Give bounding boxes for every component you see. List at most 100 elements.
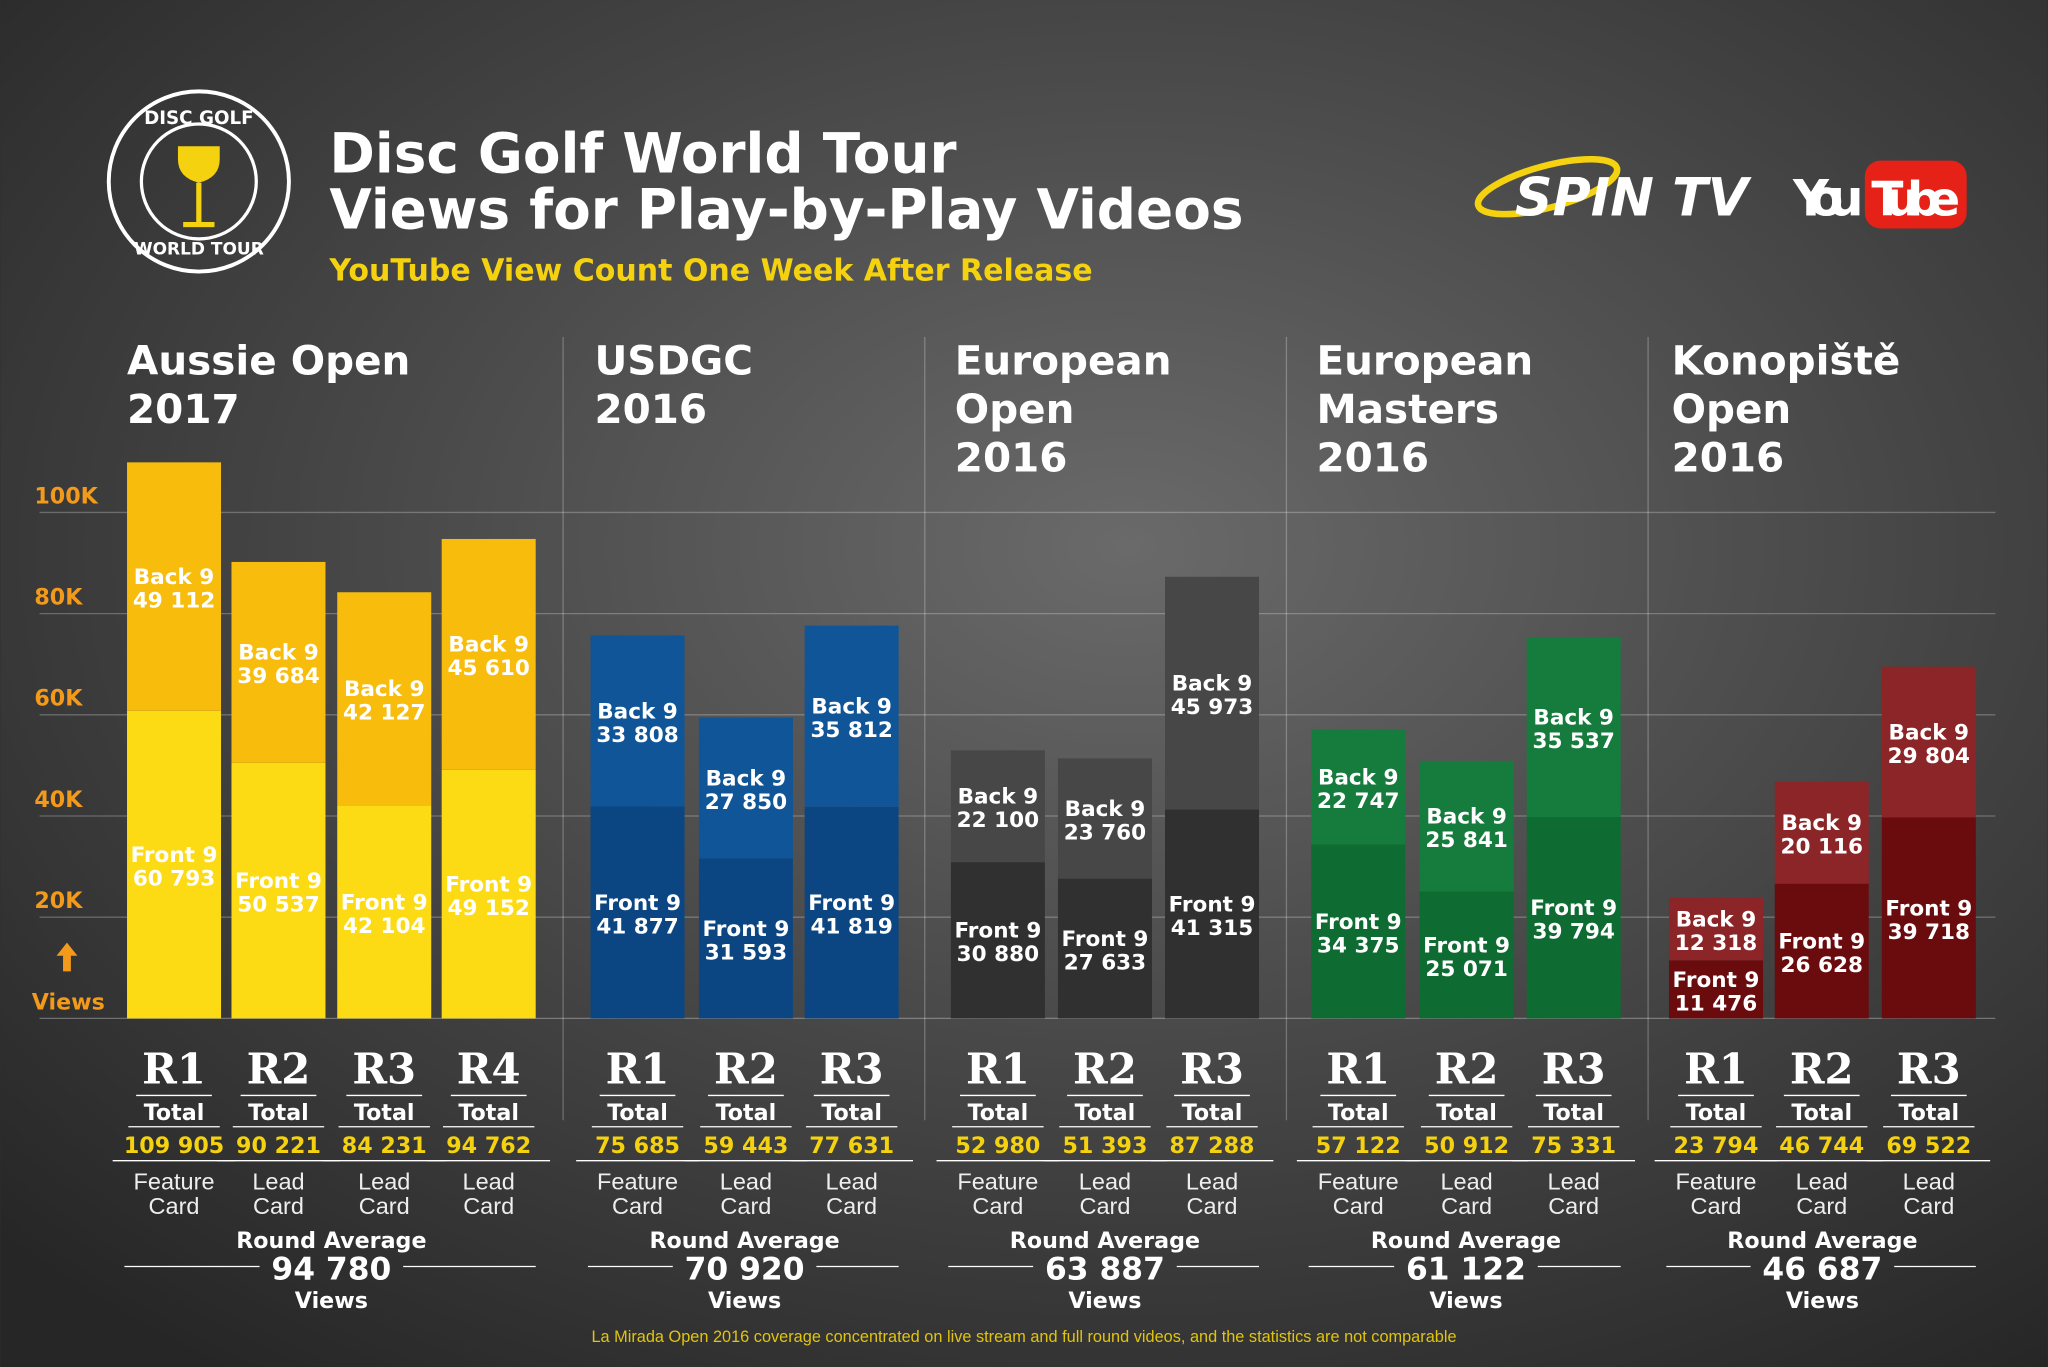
logo-text-top: DISC GOLF	[144, 108, 254, 129]
total-label: Total	[1686, 1100, 1747, 1126]
card-type: Lead	[1440, 1168, 1492, 1194]
card-type: Lead	[1796, 1168, 1848, 1194]
round-average-label: Round Average	[1371, 1228, 1561, 1254]
bar-front9	[231, 762, 326, 1019]
front9-value: 30 880	[957, 942, 1039, 967]
back9-label: Back 9	[1889, 720, 1970, 745]
round-average-label: Round Average	[236, 1228, 426, 1254]
y-tick-label: 60K	[34, 686, 83, 712]
y-tick-label: 80K	[34, 585, 83, 611]
total-label: Total	[1898, 1100, 1959, 1126]
arrow-up-icon	[56, 942, 78, 972]
total-value: 94 762	[446, 1133, 531, 1159]
card-type: Feature	[134, 1168, 215, 1194]
bar-front9	[1774, 883, 1869, 1019]
subtitle: YouTube View Count One Week After Releas…	[328, 254, 1092, 289]
round-label: R1	[606, 1045, 670, 1094]
back9-label: Back 9	[344, 677, 425, 702]
views-label: Views	[1068, 1288, 1141, 1314]
bar-front9	[1419, 891, 1514, 1019]
card-type: Card	[149, 1193, 200, 1219]
back9-value: 29 804	[1888, 744, 1970, 769]
card-type: Feature	[1675, 1168, 1756, 1194]
back9-label: Back 9	[1065, 797, 1146, 822]
total-label: Total	[821, 1100, 882, 1126]
bar-front9	[804, 806, 899, 1019]
bar-back9	[1419, 760, 1514, 892]
total-label: Total	[354, 1100, 415, 1126]
card-type: Card	[1079, 1193, 1130, 1219]
bar-back9	[337, 592, 432, 806]
total-label: Total	[1543, 1100, 1604, 1126]
bar-back9	[441, 538, 536, 770]
back9-value: 35 812	[810, 718, 892, 743]
round-average-value: 63 887	[1045, 1252, 1165, 1288]
total-label: Total	[1075, 1100, 1136, 1126]
bar-back9	[950, 750, 1045, 863]
round-label: R1	[966, 1045, 1030, 1094]
y-tick-label: 40K	[34, 787, 83, 813]
round-average-label: Round Average	[1727, 1228, 1917, 1254]
back9-label: Back 9	[1172, 671, 1253, 696]
event-title: Aussie Open	[127, 337, 410, 385]
round-label: R3	[352, 1045, 416, 1094]
front9-label: Front 9	[235, 869, 322, 894]
total-value: 23 794	[1674, 1133, 1759, 1159]
card-type: Lead	[463, 1168, 515, 1194]
event-title: 2016	[955, 433, 1068, 481]
front9-value: 50 537	[237, 892, 319, 917]
front9-label: Front 9	[702, 917, 789, 942]
event-title: Open	[955, 385, 1075, 433]
round-label: R1	[1326, 1045, 1390, 1094]
front9-label: Front 9	[131, 843, 218, 868]
back9-value: 27 850	[705, 790, 787, 815]
bar-back9	[804, 625, 899, 807]
front9-label: Front 9	[1778, 929, 1865, 954]
front9-label: Front 9	[1315, 910, 1402, 935]
round-average-label: Round Average	[1010, 1228, 1200, 1254]
front9-value: 60 793	[133, 866, 215, 891]
total-value: 90 221	[236, 1133, 321, 1159]
total-value: 46 744	[1779, 1133, 1864, 1159]
card-type: Card	[463, 1193, 514, 1219]
bar-back9	[1311, 729, 1406, 845]
round-average-value: 61 122	[1406, 1252, 1526, 1288]
total-value: 75 331	[1531, 1133, 1616, 1159]
card-type: Card	[1333, 1193, 1384, 1219]
card-type: Lead	[720, 1168, 772, 1194]
total-label: Total	[1791, 1100, 1852, 1126]
total-label: Total	[1182, 1100, 1243, 1126]
svg-text:Tube: Tube	[1871, 172, 1960, 227]
back9-label: Back 9	[706, 766, 787, 791]
front9-value: 27 633	[1064, 950, 1146, 975]
back9-label: Back 9	[1781, 811, 1862, 836]
card-type: Lead	[252, 1168, 304, 1194]
bar-front9	[441, 769, 536, 1019]
round-label: R2	[1790, 1045, 1854, 1094]
bar-front9	[1881, 817, 1976, 1019]
title-line1: Disc Golf World Tour	[329, 121, 956, 185]
svg-text:SPIN TV: SPIN TV	[1515, 168, 1752, 228]
round-label: R2	[247, 1045, 311, 1094]
back9-value: 33 808	[596, 723, 678, 748]
round-label: R1	[1684, 1045, 1748, 1094]
back9-label: Back 9	[1426, 805, 1507, 830]
total-value: 109 905	[124, 1133, 224, 1159]
bar-front9	[1057, 878, 1152, 1019]
card-type: Card	[1691, 1193, 1742, 1219]
back9-value: 20 116	[1781, 835, 1863, 860]
card-type: Card	[972, 1193, 1023, 1219]
front9-label: Front 9	[1062, 927, 1149, 952]
event-title: European	[1316, 337, 1533, 385]
total-label: Total	[248, 1100, 309, 1126]
spintv-logo: SPIN TV	[1474, 156, 1752, 228]
views-label: Views	[708, 1288, 781, 1314]
front9-value: 25 071	[1425, 957, 1507, 982]
card-type: Lead	[358, 1168, 410, 1194]
title-line2: Views for Play-by-Play Videos	[329, 177, 1243, 241]
total-value: 77 631	[809, 1133, 894, 1159]
event-title: USDGC	[594, 337, 753, 385]
front9-label: Front 9	[341, 890, 428, 915]
round-label: R3	[820, 1045, 884, 1094]
